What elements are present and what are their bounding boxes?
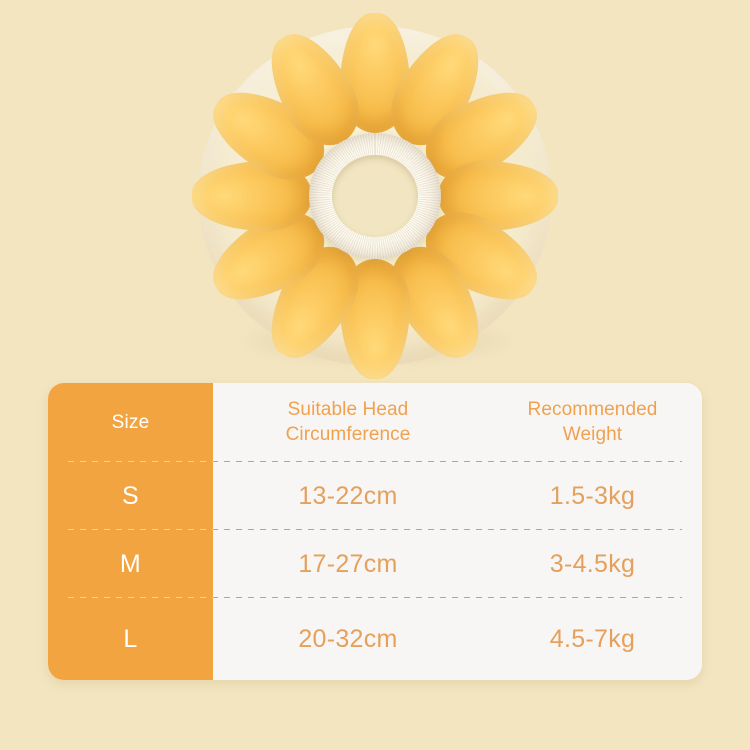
collar-body: [192, 13, 558, 379]
collar-elastic-inner-ring: [309, 133, 441, 259]
size-label: M: [119, 549, 142, 578]
header-label-head-circumference-line2: Circumference: [285, 423, 411, 445]
header-cell-weight: Recommended Weight: [483, 383, 702, 462]
head-circumference-value: 17-27cm: [298, 549, 398, 578]
cell-size: M: [48, 530, 213, 598]
header-cell-size: Size: [48, 383, 213, 462]
table-header-row: Size Suitable Head Circumference Recomme…: [48, 383, 702, 462]
table-row: M 17-27cm 3-4.5kg: [48, 530, 702, 598]
size-chart-table: Size Suitable Head Circumference Recomme…: [48, 383, 702, 680]
weight-value: 3-4.5kg: [549, 549, 636, 578]
head-circumference-value: 20-32cm: [298, 624, 398, 653]
cell-weight: 1.5-3kg: [483, 462, 702, 530]
head-circumference-value: 13-22cm: [298, 481, 398, 510]
table-row: S 13-22cm 1.5-3kg: [48, 462, 702, 530]
header-label-weight: Recommended Weight: [528, 398, 658, 447]
weight-value: 4.5-7kg: [549, 624, 636, 653]
cell-head-circumference: 17-27cm: [213, 530, 483, 598]
pet-collar-illustration: [192, 13, 558, 379]
table-row: L 20-32cm 4.5-7kg: [48, 598, 702, 680]
cell-weight: 3-4.5kg: [483, 530, 702, 598]
header-label-weight-line1: Recommended: [527, 399, 658, 421]
cell-size: L: [48, 598, 213, 680]
header-label-head-circumference: Suitable Head Circumference: [286, 398, 411, 447]
size-label: L: [123, 624, 138, 653]
collar-center-hole: [332, 155, 418, 237]
cell-head-circumference: 13-22cm: [213, 462, 483, 530]
header-label-size: Size: [111, 411, 150, 433]
cell-size: S: [48, 462, 213, 530]
header-label-head-circumference-line1: Suitable Head: [287, 399, 409, 421]
product-image-area: [192, 13, 558, 379]
weight-value: 1.5-3kg: [549, 481, 636, 510]
cell-head-circumference: 20-32cm: [213, 598, 483, 680]
header-label-weight-line2: Weight: [562, 423, 623, 445]
size-label: S: [122, 481, 139, 510]
header-cell-head-circumference: Suitable Head Circumference: [213, 383, 483, 462]
cell-weight: 4.5-7kg: [483, 598, 702, 680]
